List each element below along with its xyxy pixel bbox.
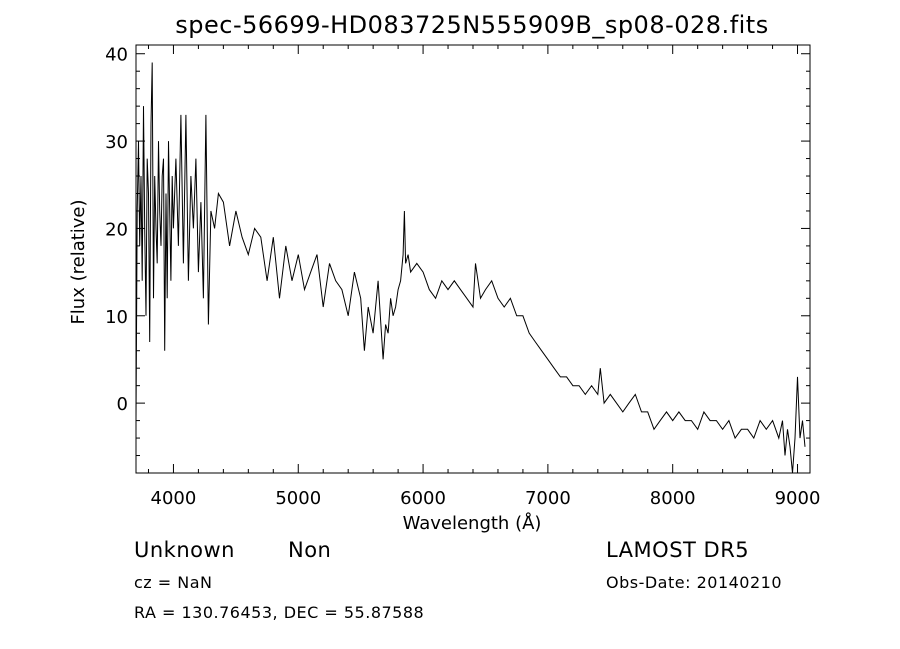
y-tick-label: 0: [117, 394, 128, 415]
x-tick-label: 6000: [400, 488, 446, 509]
obs-date: Obs-Date: 20140210: [606, 573, 783, 592]
y-tick-label: 30: [105, 132, 128, 153]
y-tick-label: 20: [105, 219, 128, 240]
y-axis-label: Flux (relative): [68, 199, 89, 324]
y-tick-label: 10: [105, 307, 128, 328]
spectrum-line: [135, 62, 806, 474]
redshift-value: cz = NaN: [134, 573, 213, 592]
x-tick-label: 7000: [525, 488, 571, 509]
x-tick-label: 8000: [650, 488, 696, 509]
x-tick-label: 5000: [275, 488, 321, 509]
x-axis-label: Wavelength (Å): [403, 512, 542, 534]
x-tick-label: 9000: [775, 488, 821, 509]
axis-ticks: [136, 45, 810, 473]
object-class: Unknown: [134, 538, 235, 562]
axis-tick-labels: 4000 5000 6000 7000 8000 9000 0 10 20 30 40: [105, 45, 820, 509]
chart-title: spec-56699-HD083725N555909B_sp08-028.fit…: [175, 11, 768, 39]
x-tick-label: 4000: [151, 488, 197, 509]
object-subclass: Non: [288, 538, 332, 562]
plot-frame: [135, 44, 811, 474]
y-tick-label: 40: [105, 45, 128, 66]
coordinates: RA = 130.76453, DEC = 55.87588: [134, 603, 425, 622]
survey-name: LAMOST DR5: [606, 538, 750, 562]
